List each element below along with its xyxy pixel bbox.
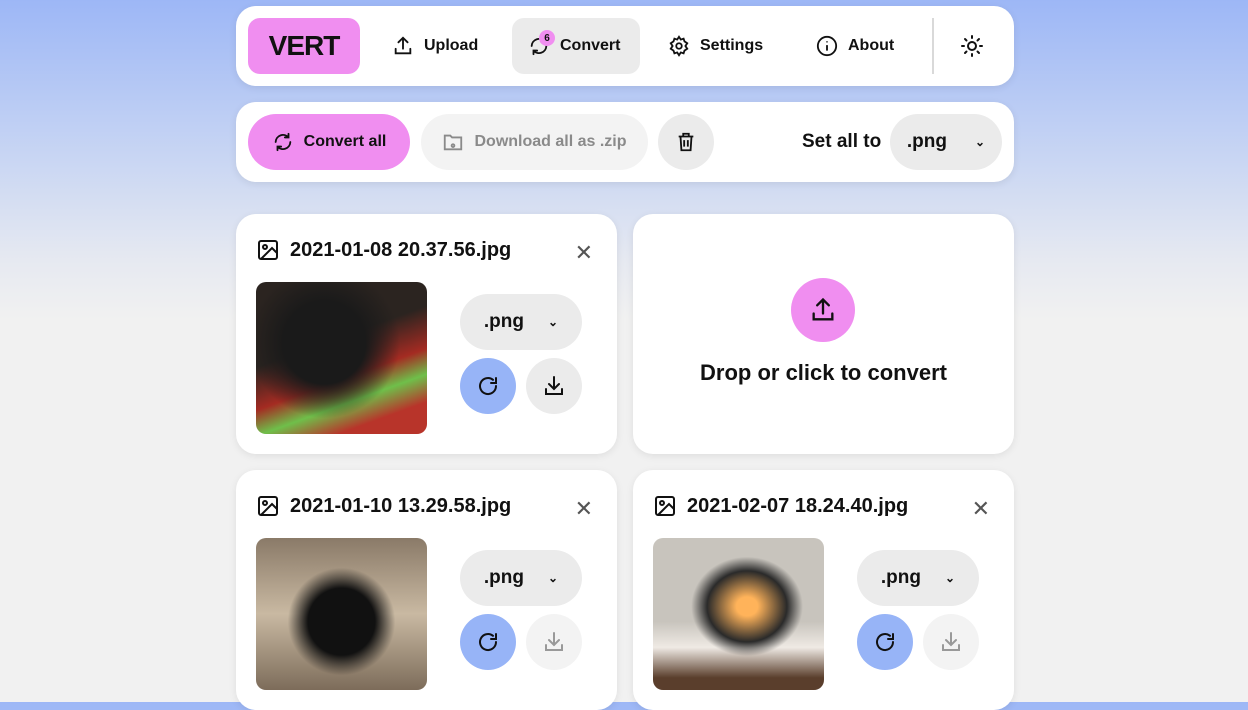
nav-label: About <box>848 37 895 54</box>
chevron-down-icon: ⌄ <box>945 571 956 585</box>
delete-all-button[interactable] <box>658 114 714 170</box>
format-select[interactable]: .png ⌄ <box>857 550 979 606</box>
nav-convert[interactable]: 6 Convert <box>512 18 640 74</box>
file-thumbnail <box>256 538 427 690</box>
file-name-row: 2021-01-10 13.29.58.jpg <box>256 494 511 518</box>
remove-file-button[interactable]: ✕ <box>972 496 990 522</box>
top-nav: VERT Upload 6 Convert Settings About <box>236 6 1014 86</box>
close-icon: ✕ <box>971 496 990 521</box>
refresh-icon <box>479 377 498 395</box>
dropzone-upload-button[interactable] <box>791 278 855 342</box>
format-select[interactable]: .png ⌄ <box>460 550 582 606</box>
file-card: 2021-02-07 18.24.40.jpg ✕ .png ⌄ <box>633 470 1014 710</box>
select-value: .png <box>483 567 525 588</box>
download-icon <box>545 632 563 651</box>
file-card: 2021-01-08 20.37.56.jpg ✕ .png ⌄ <box>236 214 617 454</box>
info-icon <box>816 35 838 57</box>
refresh-icon <box>274 132 291 152</box>
remove-file-button[interactable]: ✕ <box>575 496 593 522</box>
download-zip-button[interactable]: Download all as .zip <box>421 114 648 170</box>
format-select[interactable]: .png ⌄ <box>460 294 582 350</box>
remove-file-button[interactable]: ✕ <box>575 240 593 266</box>
set-all-format-select[interactable]: .png ⌄ <box>890 114 1002 170</box>
convert-file-button[interactable] <box>460 358 516 414</box>
refresh-icon <box>876 633 895 651</box>
button-label: Convert all <box>303 133 387 150</box>
file-name: 2021-01-08 20.37.56.jpg <box>290 238 512 261</box>
image-icon <box>258 240 278 260</box>
download-file-button[interactable] <box>923 614 979 670</box>
file-thumbnail <box>653 538 824 690</box>
set-all-label: Set all to <box>802 131 882 152</box>
download-icon <box>545 376 563 395</box>
upload-icon <box>812 297 834 321</box>
trash-icon <box>678 132 694 152</box>
upload-icon <box>394 36 412 55</box>
gear-icon <box>669 35 689 57</box>
download-file-button[interactable] <box>526 358 582 414</box>
dropzone[interactable]: Drop or click to convert <box>633 214 1014 454</box>
toolbar: Convert all Download all as .zip Set all… <box>236 102 1014 182</box>
file-name-row: 2021-02-07 18.24.40.jpg <box>653 494 908 518</box>
image-icon <box>258 496 278 516</box>
convert-count-badge: 6 <box>539 30 555 46</box>
select-value: .png <box>880 567 922 588</box>
file-name: 2021-02-07 18.24.40.jpg <box>687 494 909 517</box>
close-icon: ✕ <box>574 240 593 265</box>
file-name-row: 2021-01-08 20.37.56.jpg <box>256 238 511 262</box>
nav-settings[interactable]: Settings <box>652 18 779 74</box>
download-file-button[interactable] <box>526 614 582 670</box>
select-value: .png <box>483 311 525 332</box>
nav-label: Convert <box>560 37 621 54</box>
nav-upload[interactable]: Upload <box>376 18 494 74</box>
folder-zip-icon <box>444 134 463 151</box>
image-icon <box>655 496 675 516</box>
close-icon: ✕ <box>574 496 593 521</box>
logo[interactable]: VERT <box>248 18 360 74</box>
file-thumbnail <box>256 282 427 434</box>
sun-icon <box>961 35 983 57</box>
select-value: .png <box>906 131 948 152</box>
dropzone-label: Drop or click to convert <box>700 360 947 385</box>
button-label: Download all as .zip <box>474 133 627 150</box>
chevron-down-icon: ⌄ <box>975 135 986 149</box>
nav-label: Settings <box>700 37 764 54</box>
file-card: 2021-01-10 13.29.58.jpg ✕ .png ⌄ <box>236 470 617 710</box>
nav-label: Upload <box>424 37 479 54</box>
convert-all-button[interactable]: Convert all <box>248 114 410 170</box>
chevron-down-icon: ⌄ <box>548 571 559 585</box>
refresh-icon <box>530 36 548 56</box>
theme-toggle[interactable] <box>960 34 984 58</box>
convert-file-button[interactable] <box>857 614 913 670</box>
convert-file-button[interactable] <box>460 614 516 670</box>
download-icon <box>942 632 960 651</box>
refresh-icon <box>479 633 498 651</box>
chevron-down-icon: ⌄ <box>548 315 559 329</box>
file-name: 2021-01-10 13.29.58.jpg <box>290 494 512 517</box>
nav-about[interactable]: About <box>800 18 910 74</box>
divider <box>932 18 934 74</box>
